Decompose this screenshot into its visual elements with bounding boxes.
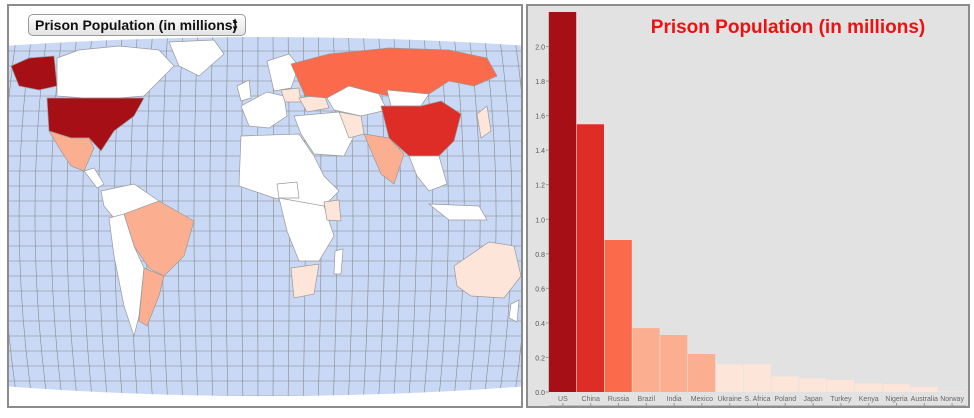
country-poland[interactable] (280, 87, 302, 103)
y-tick-label: 1.4 (535, 148, 545, 155)
country-south-america-west[interactable] (108, 213, 145, 338)
x-tick-label: Norway (940, 396, 964, 403)
bar-turkey[interactable] (827, 379, 855, 392)
chart-title: Prison Population (in millions) (650, 17, 926, 38)
x-tick-label: Brazil (638, 396, 656, 403)
country-s-africa[interactable] (290, 263, 320, 299)
country-japan[interactable] (476, 105, 492, 139)
dataset-select-value: Prison Population (in millions) (35, 17, 238, 33)
country-greenland[interactable] (168, 39, 225, 77)
country-argentina[interactable] (138, 267, 165, 327)
y-tick-label: 1.8 (535, 79, 545, 86)
y-tick-label: 0.2 (535, 355, 545, 362)
x-tick-label: China (582, 396, 600, 403)
country-europe-west[interactable] (240, 91, 288, 129)
country-china[interactable] (380, 100, 462, 157)
x-tick-label: US (558, 396, 568, 403)
y-tick-label: 1.2 (535, 183, 545, 190)
bar-brazil[interactable] (632, 328, 660, 392)
bar-chart: 0.0 0.2 0.4 0.6 0.8 1.0 1.2 1.4 1.6 1.8 2.0 US China… (535, 12, 966, 406)
y-tick-label: 0.6 (535, 286, 545, 293)
country-se-asia[interactable] (408, 155, 448, 192)
select-arrows-icon: ▲ ▼ (231, 16, 239, 33)
x-tick-label: Poland (774, 396, 796, 403)
world-map (9, 37, 521, 396)
bar-ukraine[interactable] (715, 364, 743, 392)
x-tick-label: Nigeria (885, 396, 907, 403)
bar-china[interactable] (576, 124, 604, 392)
x-tick-label: Russia (608, 396, 630, 403)
country-central-america[interactable] (83, 167, 105, 189)
country-new-zealand[interactable] (508, 299, 520, 323)
world-map-panel: Prison Population (in millions) ▲ ▼ (7, 4, 523, 408)
country-australia[interactable] (453, 241, 521, 299)
x-tick-label: Japan (804, 396, 823, 403)
country-nigeria[interactable] (276, 181, 300, 199)
country-brazil[interactable] (123, 200, 195, 277)
y-tick-label: 0.0 (535, 390, 545, 397)
x-tick-label: Australia (911, 396, 938, 403)
country-uk[interactable] (236, 79, 252, 102)
bar-australia[interactable] (910, 386, 938, 392)
bar-india[interactable] (660, 335, 688, 392)
bar-mexico[interactable] (688, 354, 716, 392)
country-kenya[interactable] (323, 199, 342, 222)
country-india[interactable] (363, 133, 405, 185)
x-tick-label: Ukraine (718, 396, 742, 403)
country-canada[interactable] (56, 45, 175, 99)
bar-nigeria[interactable] (882, 384, 910, 392)
x-tick-label: S. Africa (744, 396, 770, 403)
country-africa-central[interactable] (278, 197, 335, 262)
bar-norway[interactable] (938, 391, 966, 392)
bar-japan[interactable] (799, 378, 827, 392)
dataset-select[interactable]: Prison Population (in millions) ▲ ▼ (28, 14, 246, 36)
country-scandinavia[interactable] (266, 53, 300, 92)
y-tick-label: 0.4 (535, 321, 545, 328)
bar-poland[interactable] (771, 376, 799, 392)
y-tick-label: 1.6 (535, 114, 545, 121)
bar-chart-panel: 0.0 0.2 0.4 0.6 0.8 1.0 1.2 1.4 1.6 1.8 2.0 US China… (526, 4, 970, 408)
y-tick-label: 0.8 (535, 252, 545, 259)
x-tick-label: Turkey (830, 396, 852, 403)
country-mexico[interactable] (48, 130, 95, 172)
country-africa-north[interactable] (238, 133, 340, 207)
x-tick-label: Mexico (691, 396, 713, 403)
bar-us[interactable] (549, 12, 577, 392)
bar-s-africa[interactable] (743, 364, 771, 392)
y-tick-label: 1.0 (535, 217, 545, 224)
x-tick-label: Kenya (859, 396, 879, 403)
bar-kenya[interactable] (854, 383, 882, 392)
country-indonesia[interactable] (427, 203, 488, 221)
country-madagascar[interactable] (333, 248, 344, 275)
x-tick-label: India (667, 396, 682, 403)
bar-russia[interactable] (604, 240, 632, 392)
y-tick-label: 2.0 (535, 45, 545, 52)
